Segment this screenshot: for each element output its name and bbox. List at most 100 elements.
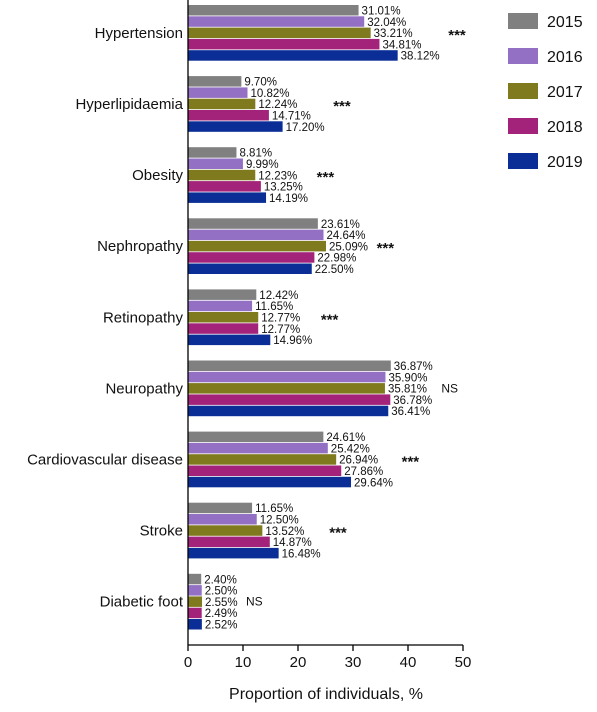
legend-label: 2019: [547, 154, 583, 171]
bar: [188, 181, 261, 192]
bar-value-label: 27.86%: [344, 466, 383, 478]
bar: [188, 252, 315, 263]
bar-value-label: 2.55%: [205, 597, 238, 609]
significance-marker: ***: [377, 240, 395, 257]
bar: [188, 147, 237, 158]
bar-value-label: 2.50%: [205, 586, 238, 598]
bar: [188, 218, 318, 229]
bar-value-label: 35.90%: [388, 372, 427, 384]
bar: [188, 110, 269, 121]
bar: [188, 87, 248, 98]
significance-marker: NS: [246, 595, 263, 609]
x-tick-label: 20: [290, 654, 307, 671]
bar-value-label: 14.87%: [273, 537, 312, 549]
significance-marker: ***: [317, 169, 335, 186]
bar-value-label: 11.65%: [255, 301, 293, 313]
bar: [188, 323, 259, 334]
bar-value-label: 11.65%: [255, 503, 293, 515]
bar: [188, 27, 371, 39]
legend: 2015 2016 2017 2018 2019: [508, 13, 583, 171]
bar-value-label: 14.19%: [269, 193, 308, 205]
bar: [188, 38, 380, 50]
significance-layer: *** *** *** *** *** NS *** *** NS: [246, 27, 466, 609]
bar: [188, 525, 263, 536]
bar-value-label: 13.25%: [264, 182, 303, 194]
bar-value-label: 12.77%: [261, 324, 300, 336]
value-labels-layer: 31.01%32.04%33.21%34.81%38.12% 9.70%10.82…: [204, 6, 439, 632]
bar-value-label: 10.82%: [251, 88, 290, 100]
bar: [188, 263, 312, 274]
bar: [188, 536, 270, 548]
category-label: Obesity: [132, 167, 183, 184]
category-label: Hyperlipidaemia: [75, 96, 183, 113]
bar: [188, 619, 202, 630]
bar-value-label: 14.71%: [272, 111, 311, 123]
bar: [188, 371, 386, 383]
bar-value-label: 23.61%: [321, 219, 360, 231]
bar-value-label: 12.77%: [261, 313, 300, 325]
bar: [188, 442, 328, 454]
category-label: Diabetic foot: [100, 594, 184, 611]
category-label: Hypertension: [95, 25, 183, 42]
bar: [188, 394, 391, 405]
legend-label: 2017: [547, 84, 583, 101]
x-axis-title: Proportion of individuals, %: [229, 686, 423, 703]
significance-marker: ***: [329, 525, 347, 542]
bar: [188, 585, 202, 596]
bar-value-label: 25.09%: [329, 241, 368, 253]
x-tick-label: 40: [400, 654, 417, 671]
category-label: Stroke: [140, 523, 183, 540]
bar-value-label: 36.78%: [393, 395, 432, 407]
bar-value-label: 36.87%: [394, 361, 433, 373]
bar-value-label: 2.52%: [205, 620, 238, 632]
bar: [188, 121, 283, 132]
bar: [188, 476, 352, 488]
bar: [188, 607, 202, 619]
bar: [188, 16, 365, 27]
bar: [188, 289, 257, 300]
category-label: Nephropathy: [97, 238, 183, 255]
bar: [188, 514, 257, 525]
bar: [188, 98, 256, 110]
bar-value-label: 13.52%: [265, 526, 304, 538]
bar-value-label: 29.64%: [354, 477, 393, 489]
bar-value-label: 26.94%: [339, 455, 378, 467]
category-label: Neuropathy: [105, 380, 183, 397]
bar-value-label: 24.64%: [327, 230, 366, 242]
legend-swatch: [508, 13, 538, 29]
bar: [188, 334, 271, 346]
category-labels-layer: Hypertension Hyperlipidaemia Obesity Nephro…: [27, 25, 184, 611]
bar-value-label: 33.21%: [374, 28, 413, 40]
significance-marker: ***: [333, 98, 351, 115]
bar-value-label: 35.81%: [388, 384, 427, 396]
bar: [188, 229, 324, 241]
bar: [188, 547, 279, 559]
significance-marker: ***: [402, 453, 420, 470]
bar-value-label: 12.50%: [260, 515, 299, 527]
bar: [188, 465, 342, 476]
bar-value-label: 38.12%: [401, 51, 440, 63]
bar: [188, 454, 337, 465]
category-label: Retinopathy: [103, 309, 184, 326]
bar: [188, 240, 326, 252]
bar: [188, 300, 253, 312]
bar: [188, 5, 359, 16]
bar: [188, 312, 259, 323]
bar: [188, 383, 385, 394]
bar-value-label: 36.41%: [391, 406, 430, 418]
bars-layer: [188, 5, 398, 630]
bar-value-label: 2.40%: [204, 574, 237, 586]
bar: [188, 158, 243, 169]
bar: [188, 192, 267, 203]
bar: [188, 360, 391, 371]
bar-value-label: 2.49%: [205, 608, 238, 620]
bar-value-label: 22.98%: [317, 253, 356, 265]
bar-value-label: 24.61%: [326, 432, 365, 444]
bar-value-label: 14.96%: [273, 335, 312, 347]
bar-value-label: 25.42%: [331, 443, 370, 455]
bar-value-label: 9.99%: [246, 159, 279, 171]
legend-label: 2018: [547, 119, 583, 136]
bar-value-label: 32.04%: [367, 17, 406, 29]
legend-swatch: [508, 83, 538, 99]
